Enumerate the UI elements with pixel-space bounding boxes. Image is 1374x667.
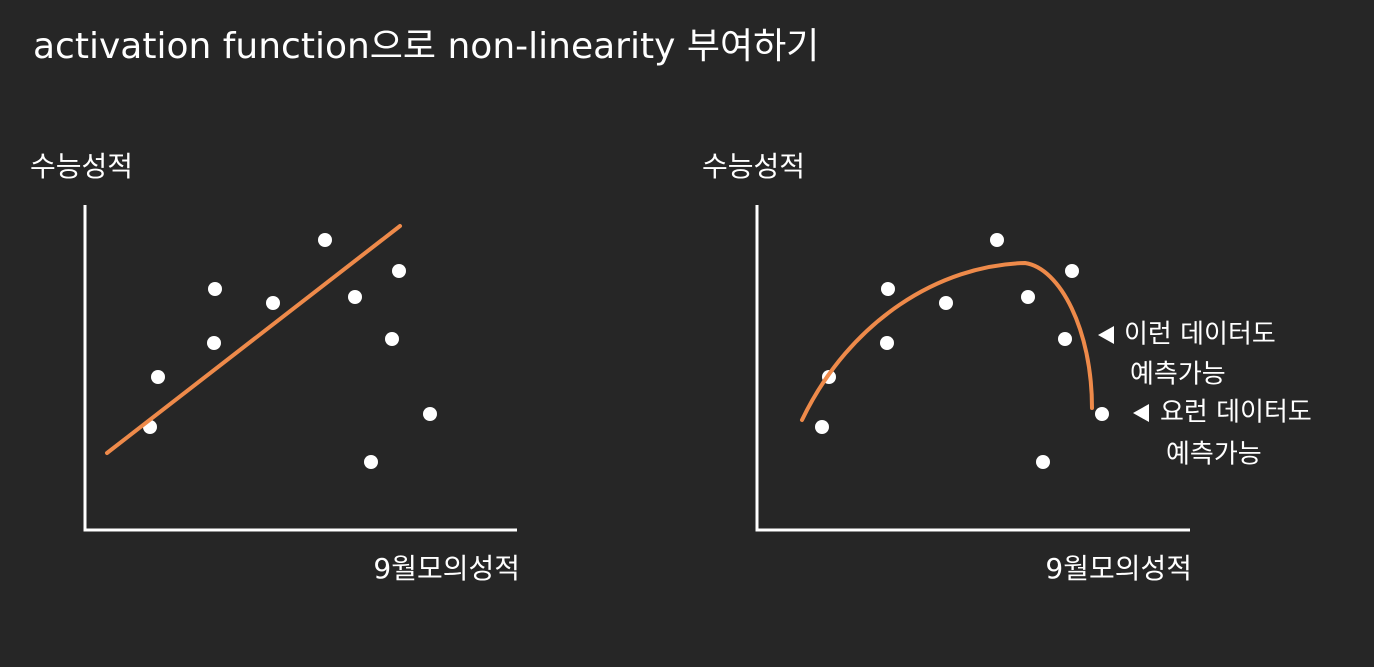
nonlinear-panel: 수능성적 9월모의성적 이런 데이터도 예측가능 요런 데이터도 예측가능 [702, 150, 1312, 585]
point [990, 233, 1004, 247]
annotation: 요런 데이터도 예측가능 [1133, 398, 1312, 470]
x-axis-label: 9월모의성적 [373, 552, 520, 585]
axes [755, 205, 1190, 532]
point [1036, 455, 1050, 469]
pointer-arrow [1133, 404, 1149, 422]
point [151, 370, 165, 384]
points [143, 233, 437, 469]
point [1095, 407, 1109, 421]
y-axis-label: 수능성적 [30, 150, 133, 183]
point [208, 282, 222, 296]
point [1065, 264, 1079, 278]
point [815, 420, 829, 434]
nonlinear-fit [800, 260, 1094, 422]
point [385, 332, 399, 346]
annotation-text: 예측가능 [1166, 440, 1262, 470]
linear-fit [105, 224, 402, 455]
point [318, 233, 332, 247]
point [423, 407, 437, 421]
linear-panel: 수능성적 9월모의성적 [30, 150, 520, 585]
pointer-arrow [1098, 326, 1114, 344]
point [880, 336, 894, 350]
point [881, 282, 895, 296]
slide-title: activation function으로 non-linearity 부여하기 [33, 26, 819, 67]
point [266, 296, 280, 310]
annotation: 이런 데이터도 예측가능 [1098, 320, 1276, 390]
y-axis-label: 수능성적 [702, 150, 805, 183]
point [1058, 332, 1072, 346]
axes [83, 205, 517, 532]
annotation-text: 요런 데이터도 [1160, 398, 1312, 428]
point [364, 455, 378, 469]
point [939, 296, 953, 310]
point [1021, 290, 1035, 304]
annotation-text: 예측가능 [1130, 360, 1226, 390]
annotation-text: 이런 데이터도 [1124, 320, 1276, 350]
points [815, 233, 1109, 469]
x-axis-label: 9월모의성적 [1045, 552, 1192, 585]
point [348, 290, 362, 304]
point [392, 264, 406, 278]
point [207, 336, 221, 350]
